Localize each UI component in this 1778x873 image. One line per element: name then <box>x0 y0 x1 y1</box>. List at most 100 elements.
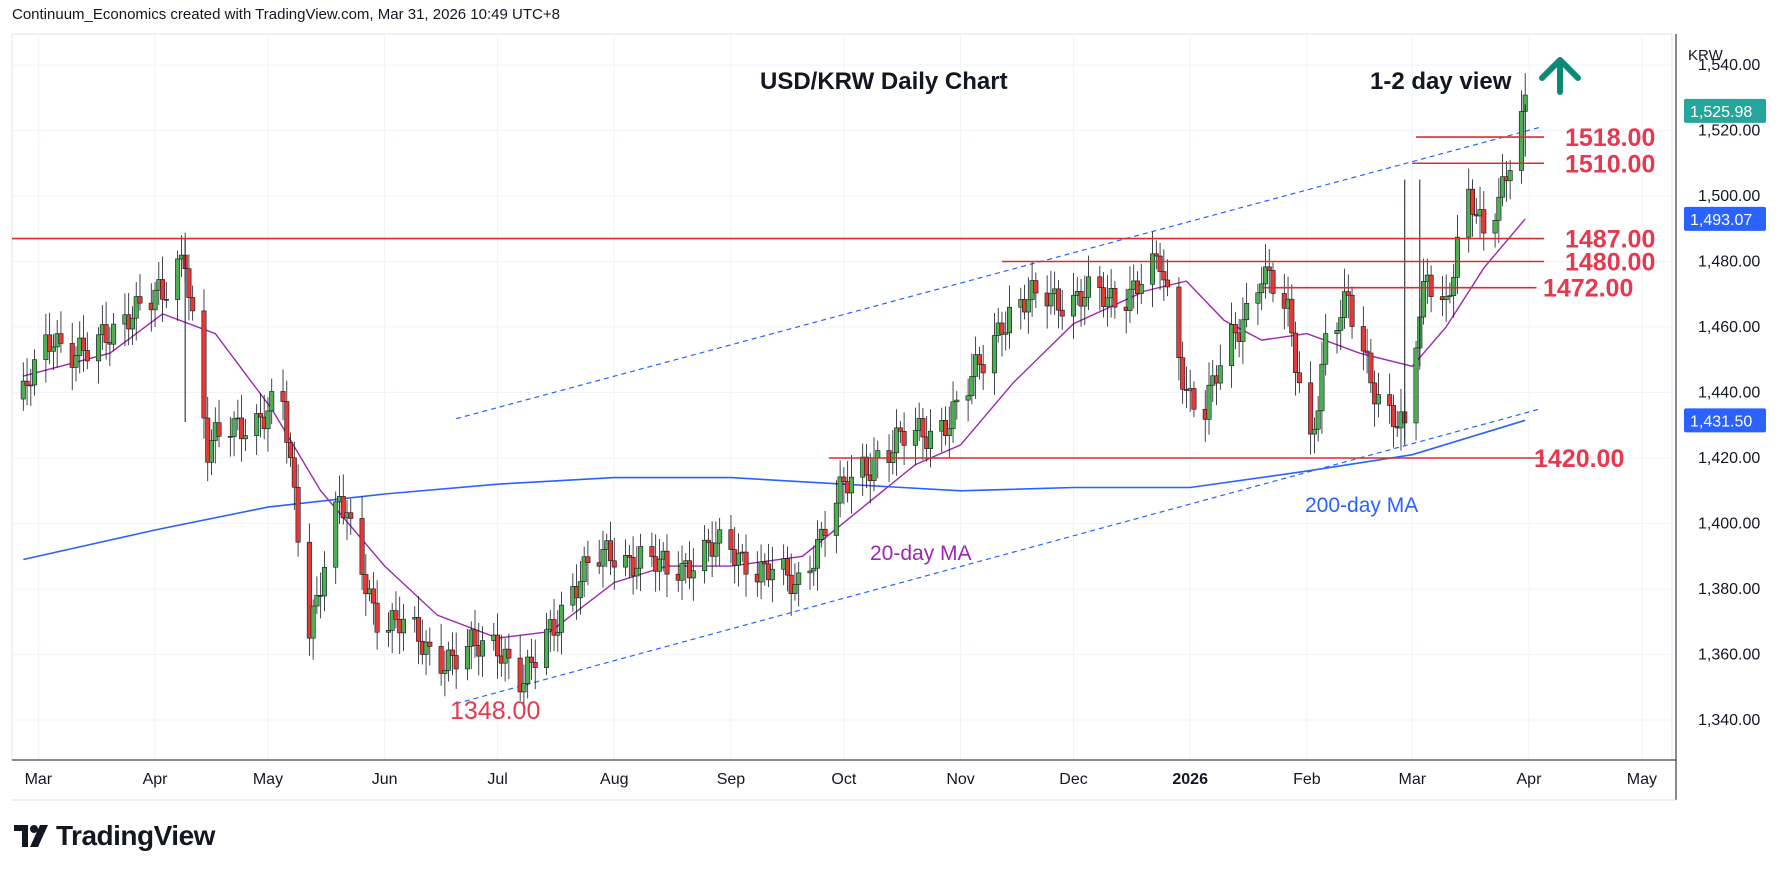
candle-body <box>1349 294 1355 327</box>
candle-body <box>796 572 802 585</box>
candle-body <box>735 552 741 566</box>
candle-body <box>1240 319 1246 342</box>
candle-body <box>1360 326 1366 352</box>
candle-body <box>1315 410 1321 430</box>
candle-body <box>991 335 997 374</box>
candle-body <box>521 683 527 693</box>
candle-body <box>291 457 297 488</box>
ma200-label: 200-day MA <box>1305 494 1418 517</box>
candle-body <box>186 268 192 298</box>
candle-body <box>370 588 376 604</box>
candle-body <box>690 570 696 579</box>
candle-body <box>969 376 975 397</box>
candle-body <box>1138 283 1144 294</box>
candle-body <box>769 568 775 581</box>
x-tick-label: Jul <box>487 771 507 788</box>
candle-body <box>611 560 617 568</box>
candle-body <box>1387 394 1393 406</box>
candle-body <box>1443 296 1449 301</box>
candle-body <box>656 558 662 572</box>
candle-body <box>50 346 56 352</box>
candle-body <box>1342 291 1348 318</box>
candle-body <box>24 380 30 386</box>
candle-body <box>559 604 565 633</box>
candle-body <box>28 384 34 387</box>
tradingview-logo-icon <box>14 825 48 847</box>
candle-body <box>1296 372 1302 384</box>
tradingview-brand[interactable]: TradingView <box>14 820 215 852</box>
candle-body <box>389 610 395 631</box>
y-tick-label: 1,380.00 <box>1698 581 1760 598</box>
candle-body <box>209 440 215 463</box>
candle-body <box>1007 306 1013 334</box>
candle-body <box>480 640 486 657</box>
channel-upper-line <box>456 126 1541 420</box>
candle-body <box>495 634 501 657</box>
candle-body <box>359 518 365 575</box>
candle-body <box>784 558 790 576</box>
y-tick-label: 1,360.00 <box>1698 647 1760 664</box>
candle-body <box>1262 266 1268 285</box>
candle-body <box>1055 288 1061 311</box>
candle-body <box>103 324 109 343</box>
candle-body <box>1500 176 1506 198</box>
candle-body <box>833 502 839 536</box>
candle-body <box>160 279 166 300</box>
candle-body <box>1421 281 1427 318</box>
candle-body <box>152 289 158 311</box>
candle-body <box>446 649 452 671</box>
candle-body <box>1319 363 1325 412</box>
level-label: 1487.00 <box>1565 226 1655 254</box>
level-label: 1518.00 <box>1565 124 1655 152</box>
candle-body <box>205 417 211 463</box>
candle-body <box>1338 317 1344 331</box>
candle-body <box>442 670 448 674</box>
candle-body <box>306 541 312 639</box>
candle-body <box>528 656 534 663</box>
candle-body <box>871 457 877 481</box>
candle-body <box>393 610 399 620</box>
candle-body <box>1496 196 1502 221</box>
candle-body <box>634 567 640 577</box>
candle-body <box>687 560 693 579</box>
candle-body <box>269 391 275 412</box>
candle-body <box>901 430 907 446</box>
candle-body <box>1289 298 1295 334</box>
candle-body <box>32 359 38 386</box>
x-tick-label: Aug <box>600 771 628 788</box>
candle-body <box>1413 347 1419 424</box>
y-tick-label: 1,540.00 <box>1698 57 1760 74</box>
candle-body <box>1244 302 1250 321</box>
x-tick-label: Apr <box>1517 771 1543 788</box>
y-tick-label: 1,400.00 <box>1698 516 1760 533</box>
candle-body <box>175 258 181 300</box>
candle-body <box>1345 291 1351 296</box>
candle-body <box>1059 309 1065 317</box>
candle-body <box>231 418 237 437</box>
candle-body <box>423 641 429 655</box>
candle-body <box>163 299 169 301</box>
candle-body <box>965 395 971 401</box>
candle-body <box>1334 330 1340 334</box>
brand-name: TradingView <box>56 820 215 851</box>
candle-body <box>1229 324 1235 366</box>
candle-body <box>807 570 813 574</box>
candle-body <box>1232 324 1238 334</box>
candle-body <box>927 430 933 449</box>
candle-body <box>73 355 79 368</box>
view-label: 1-2 day view <box>1370 68 1512 95</box>
candle-body <box>239 417 245 440</box>
candle-body <box>943 419 949 437</box>
candle-body <box>999 322 1005 335</box>
candle-body <box>581 556 587 582</box>
candle-body <box>1492 220 1498 234</box>
candle-body <box>348 512 354 519</box>
candle-body <box>295 486 301 543</box>
y-tick-label: 1,420.00 <box>1698 450 1760 467</box>
y-tick-label: 1,340.00 <box>1698 712 1760 729</box>
candle-body <box>863 456 869 476</box>
price-tag-label: 1,493.07 <box>1690 212 1752 229</box>
candle-body <box>280 391 286 402</box>
candle-body <box>216 422 222 437</box>
